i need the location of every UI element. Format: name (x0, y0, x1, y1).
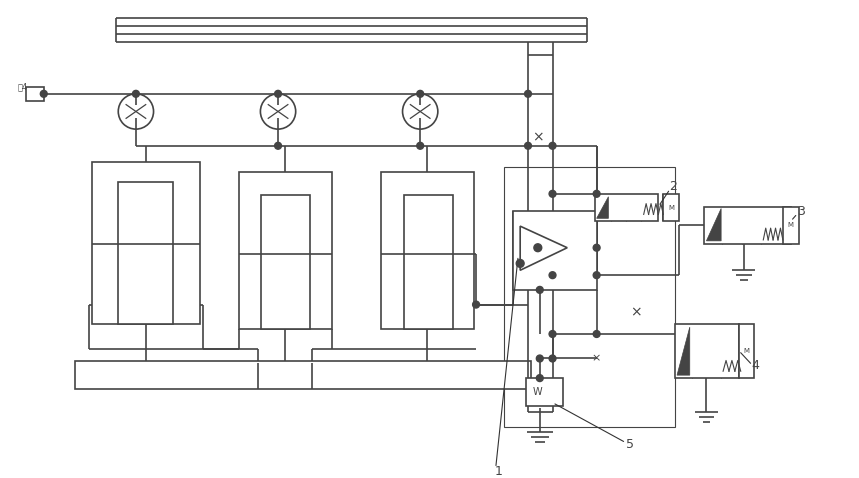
Circle shape (536, 355, 543, 362)
Circle shape (549, 142, 556, 149)
Circle shape (549, 190, 556, 197)
Bar (514, 211, 597, 290)
Bar (675, 324, 739, 378)
Polygon shape (677, 327, 690, 375)
Circle shape (132, 90, 139, 97)
Text: M: M (744, 348, 750, 354)
Bar (663, 194, 679, 221)
Text: 2: 2 (669, 181, 677, 194)
Text: M: M (668, 205, 674, 210)
Circle shape (594, 272, 600, 279)
Bar (75, 361, 531, 389)
Circle shape (536, 375, 543, 381)
Bar (26, 87, 44, 101)
Polygon shape (706, 208, 722, 241)
Circle shape (40, 90, 47, 97)
Circle shape (472, 301, 479, 308)
Circle shape (417, 142, 423, 149)
Circle shape (549, 331, 556, 337)
Circle shape (594, 190, 600, 197)
Circle shape (525, 142, 532, 149)
Bar (92, 163, 199, 324)
Text: W: W (533, 387, 543, 397)
Polygon shape (597, 197, 608, 218)
Circle shape (275, 90, 282, 97)
Bar (381, 172, 474, 329)
Text: 3: 3 (796, 205, 805, 218)
Circle shape (594, 244, 600, 251)
Text: ×: × (532, 131, 544, 145)
Circle shape (525, 90, 532, 97)
Bar (526, 378, 564, 405)
Circle shape (516, 260, 524, 267)
Bar (783, 206, 799, 244)
Bar (594, 194, 658, 221)
Bar (119, 182, 174, 324)
Text: ×: × (630, 305, 642, 319)
Bar (704, 206, 791, 244)
Text: ×: × (592, 354, 601, 363)
Bar (261, 195, 310, 329)
Text: M: M (788, 222, 794, 228)
Circle shape (549, 355, 556, 362)
Bar (404, 195, 453, 329)
Text: 1: 1 (495, 465, 503, 478)
Text: 图4: 图4 (17, 83, 27, 91)
Circle shape (275, 142, 282, 149)
Bar (503, 167, 675, 427)
Circle shape (534, 244, 542, 251)
Circle shape (549, 272, 556, 279)
Text: 5: 5 (626, 438, 634, 451)
Bar (239, 172, 332, 329)
Bar (739, 324, 754, 378)
Circle shape (594, 331, 600, 337)
Text: 4: 4 (752, 359, 759, 372)
Circle shape (536, 286, 543, 293)
Circle shape (417, 90, 423, 97)
